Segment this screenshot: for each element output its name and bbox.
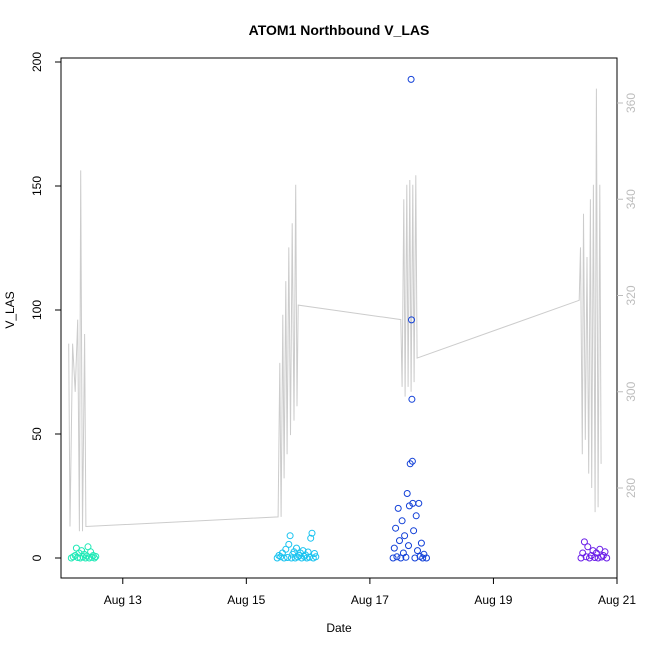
data-point	[69, 553, 77, 561]
data-point	[408, 316, 415, 324]
data-point	[580, 538, 588, 546]
data-point	[408, 457, 416, 465]
data-point	[408, 395, 416, 403]
data-point	[286, 532, 294, 540]
x-tick-label: Aug 15	[227, 593, 265, 607]
data-point	[582, 553, 590, 561]
x-tick-label: Aug 17	[351, 593, 389, 607]
data-point	[396, 537, 403, 545]
data-point	[414, 547, 421, 555]
y-tick-label-left: 150	[30, 176, 44, 196]
data-point	[584, 543, 592, 551]
data-point	[393, 553, 401, 561]
data-point	[311, 550, 318, 557]
x-axis-label: Date	[326, 621, 352, 635]
y-tick-label-left: 0	[30, 554, 44, 561]
y-tick-label-left: 100	[30, 300, 44, 320]
data-point	[591, 554, 599, 561]
data-point	[415, 499, 423, 507]
data-point	[284, 554, 291, 561]
data-point	[398, 517, 406, 525]
data-point	[423, 554, 430, 562]
data-point	[407, 75, 415, 83]
plot-frame	[60, 57, 618, 579]
data-point	[282, 545, 290, 553]
data-point	[74, 554, 82, 561]
data-point	[410, 527, 418, 535]
data-point	[405, 542, 412, 550]
y-axis-right: 280 300 320 340 360	[617, 93, 638, 498]
y-tick-label-right: 280	[624, 478, 638, 498]
data-point	[577, 554, 585, 562]
chart-title: ATOM1 Northbound V_LAS	[249, 22, 430, 38]
x-tick-label: Aug 13	[104, 593, 142, 607]
y-tick-label-right: 340	[624, 189, 638, 209]
x-axis: Aug 13 Aug 15 Aug 17 Aug 19 Aug 21	[104, 578, 636, 607]
data-point	[403, 490, 411, 497]
data-point	[92, 553, 100, 560]
line-layer	[68, 88, 602, 532]
data-point	[412, 512, 420, 520]
data-point	[389, 554, 397, 562]
x-tick-label: Aug 19	[474, 593, 512, 607]
data-point	[280, 554, 288, 562]
x-tick-label: Aug 21	[598, 593, 636, 607]
data-point	[598, 553, 606, 561]
data-point	[91, 554, 98, 562]
data-point	[392, 524, 400, 532]
data-point	[419, 554, 427, 562]
y-axis-left: 0 50 100 150 200	[30, 52, 61, 561]
data-point	[601, 548, 609, 556]
series-line	[68, 88, 602, 532]
data-point	[293, 544, 300, 552]
data-point	[394, 504, 402, 512]
data-point	[287, 554, 295, 562]
data-point	[603, 554, 611, 562]
y-tick-label-right: 300	[624, 381, 638, 401]
y-tick-label-left: 200	[30, 52, 44, 72]
y-axis-label: V_LAS	[3, 291, 17, 328]
data-point	[417, 539, 425, 547]
data-point	[312, 553, 320, 561]
data-point	[277, 553, 285, 561]
data-point	[401, 532, 409, 540]
y-tick-label-right: 320	[624, 285, 638, 305]
data-point	[390, 544, 398, 552]
data-point	[308, 529, 316, 537]
data-point	[307, 534, 315, 542]
data-point	[402, 553, 410, 561]
data-point	[285, 540, 293, 548]
y-tick-label-right: 360	[624, 93, 638, 113]
scatter-layer	[67, 75, 611, 562]
y-tick-label-left: 50	[30, 427, 44, 441]
